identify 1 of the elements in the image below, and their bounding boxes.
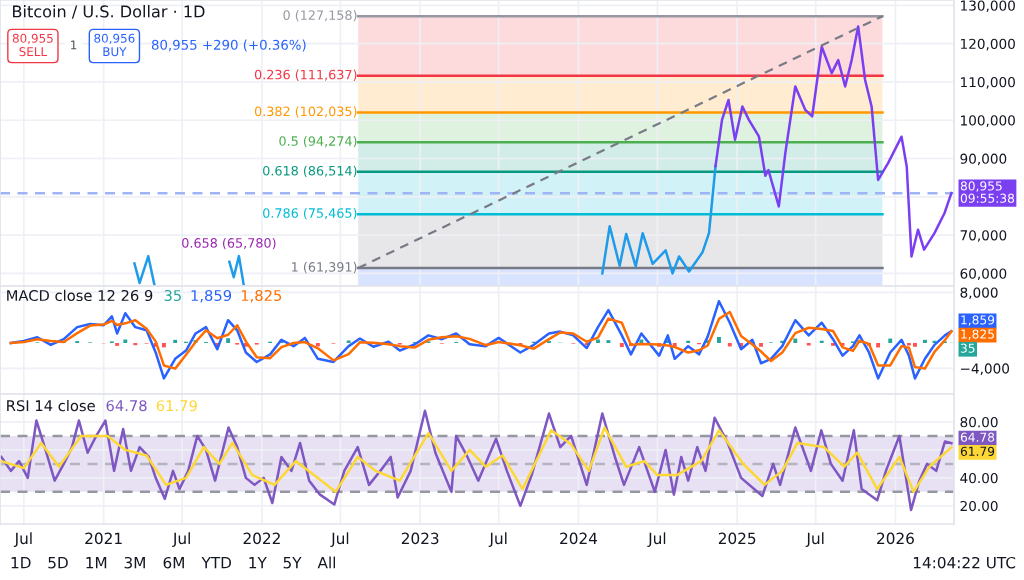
chart-title: Bitcoin / U.S. Dollar · 1D <box>13 5 205 19</box>
